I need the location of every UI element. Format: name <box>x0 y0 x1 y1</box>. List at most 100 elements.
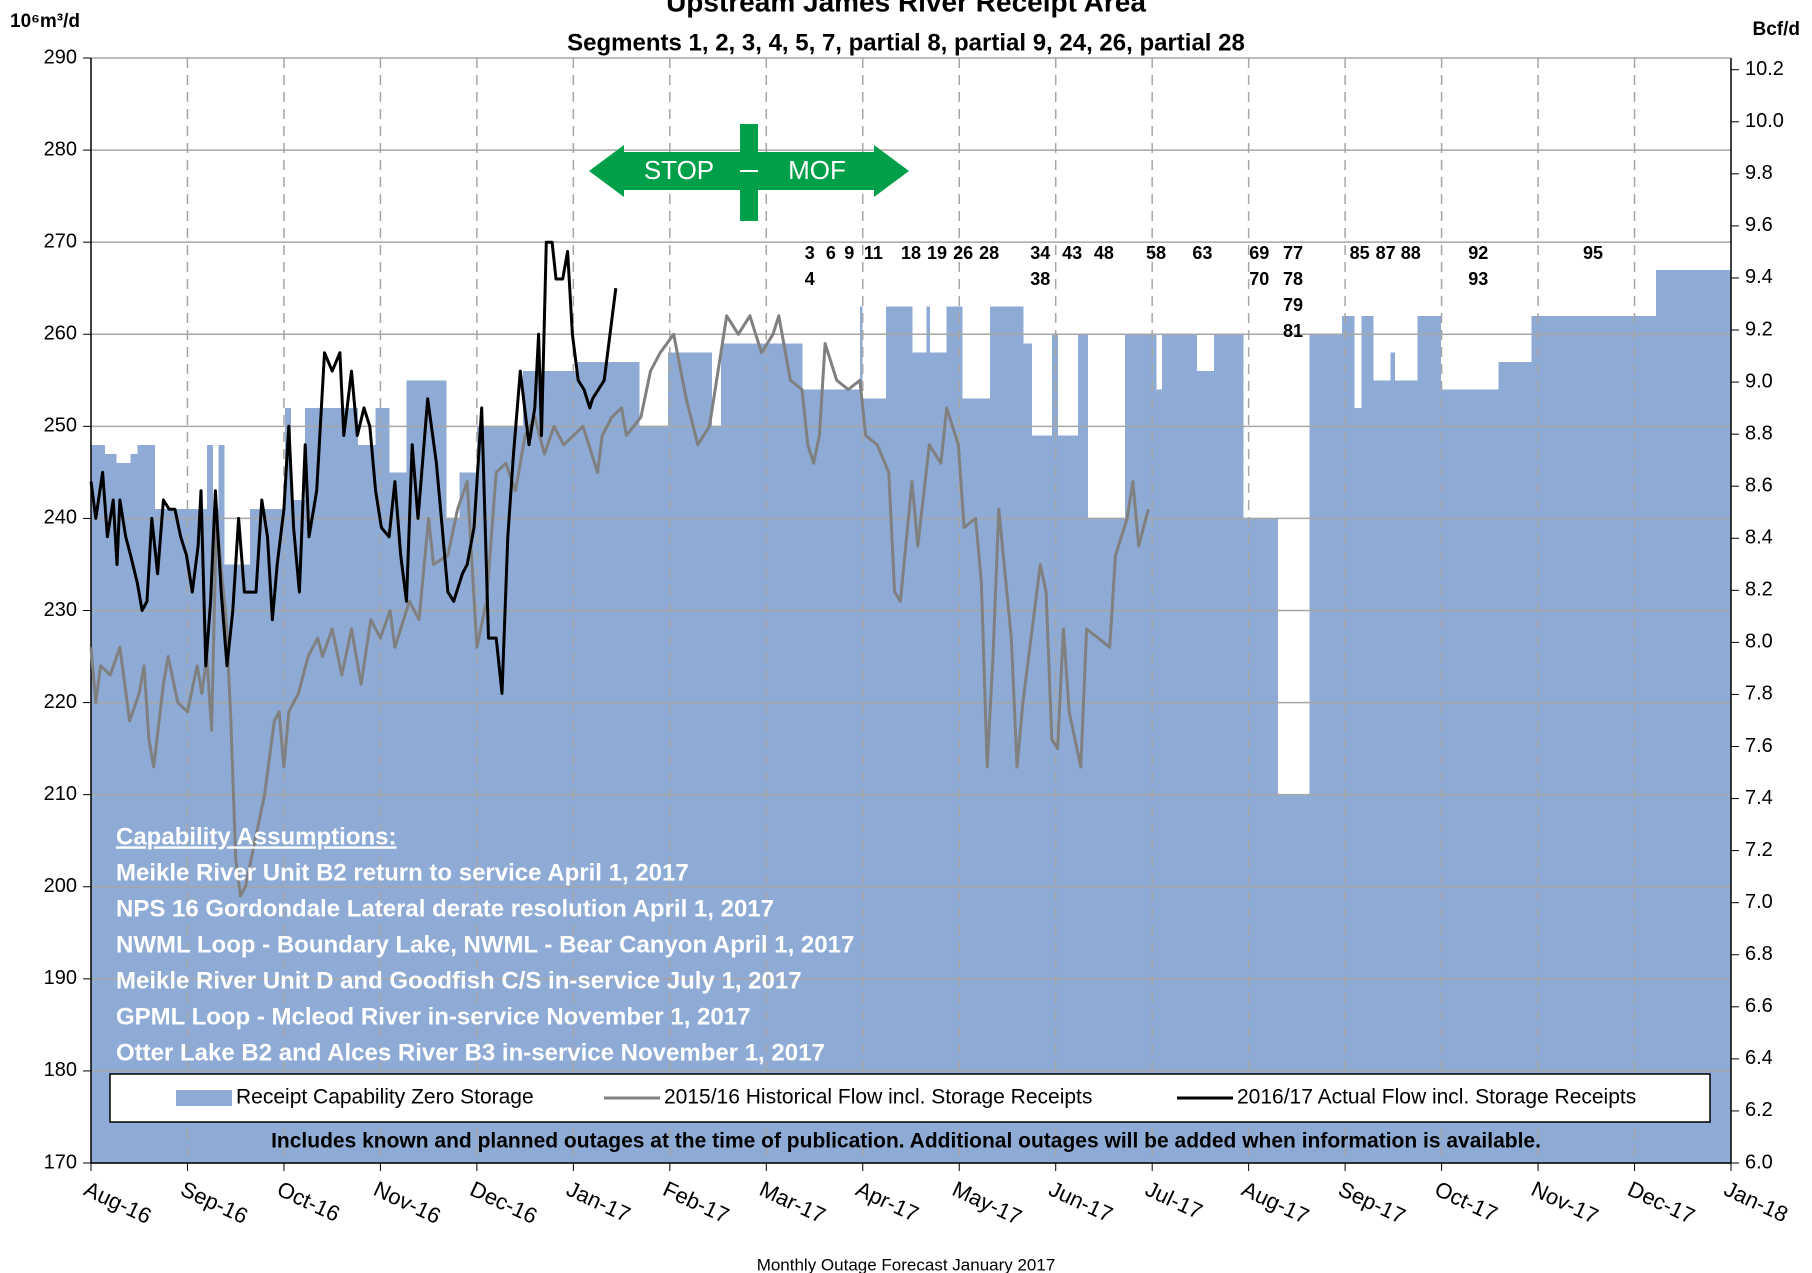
area-step <box>1361 315 1374 1163</box>
y-tick-label: 260 <box>44 323 77 345</box>
area-step <box>523 371 576 1163</box>
y2-tick-label: 10.2 <box>1745 58 1784 80</box>
y2-tick-label: 7.2 <box>1745 839 1773 861</box>
legend-label: Receipt Capability Zero Storage <box>236 1086 534 1109</box>
area-step <box>575 361 640 1163</box>
y2-tick-label: 8.6 <box>1745 474 1773 496</box>
y-tick-label: 280 <box>44 138 77 160</box>
y-tick-label: 250 <box>44 415 77 437</box>
area-step <box>1161 334 1198 1163</box>
area-step <box>1087 518 1126 1163</box>
area-step <box>375 407 390 1164</box>
y-tick-label: 200 <box>44 875 77 897</box>
outage-label: 70 <box>1249 269 1269 289</box>
outage-label: 92 <box>1468 243 1488 263</box>
outage-label: 4 <box>805 269 815 289</box>
area-step <box>1390 352 1395 1164</box>
area-step <box>218 444 225 1163</box>
area-step <box>1057 435 1079 1164</box>
footer: Monthly Outage Forecast January 2017 <box>757 1255 1056 1273</box>
y2-tick-label: 8.0 <box>1745 631 1773 653</box>
area-step <box>1031 435 1053 1164</box>
y2-tick-label: 9.2 <box>1745 318 1773 340</box>
y-tick-label: 240 <box>44 507 77 529</box>
legend-label: 2015/16 Historical Flow incl. Storage Re… <box>664 1086 1092 1109</box>
outage-label: 19 <box>927 243 947 263</box>
legend-label: 2016/17 Actual Flow incl. Storage Receip… <box>1237 1086 1636 1109</box>
y2-tick-label: 6.2 <box>1745 1099 1773 1121</box>
y-axis-label: 10⁶m³/d <box>10 11 80 32</box>
area-step <box>885 306 913 1163</box>
area-step <box>459 472 478 1163</box>
area-step <box>1353 407 1363 1164</box>
area-step <box>1531 315 1657 1163</box>
outage-label: 88 <box>1401 243 1421 263</box>
y-tick-label: 290 <box>44 46 77 68</box>
assumption-item: Meikle River Unit B2 return to service A… <box>116 859 689 886</box>
chart-subtitle: Segments 1, 2, 3, 4, 5, 7, partial 8, pa… <box>567 29 1245 56</box>
area-step <box>116 463 132 1164</box>
area-step <box>1394 380 1418 1164</box>
marker-right-label: MOF <box>788 155 846 185</box>
assumption-item: NWML Loop - Boundary Lake, NWML - Bear C… <box>116 931 854 958</box>
outage-label: 3 <box>805 243 815 263</box>
area-step <box>859 306 863 1163</box>
y-tick-label: 210 <box>44 783 77 805</box>
y2-tick-label: 8.8 <box>1745 422 1773 444</box>
y2-tick-label: 6.6 <box>1745 995 1773 1017</box>
y2-tick-label: 9.8 <box>1745 162 1773 184</box>
legend-box <box>109 1073 1711 1123</box>
area-step <box>1342 315 1355 1163</box>
area-step <box>1125 334 1157 1163</box>
marker-left-label: STOP <box>644 155 714 185</box>
y2-tick-label: 7.0 <box>1745 891 1773 913</box>
y-tick-label: 220 <box>44 691 77 713</box>
area-step <box>1373 380 1391 1164</box>
outage-label: 79 <box>1283 295 1303 315</box>
outage-label: 87 <box>1376 243 1396 263</box>
y2-tick-label: 7.6 <box>1745 735 1773 757</box>
outage-label: 48 <box>1094 243 1114 263</box>
y2-tick-label: 6.4 <box>1745 1047 1773 1069</box>
arrow-left <box>589 145 740 197</box>
area-step <box>1213 334 1244 1163</box>
assumption-item: GPML Loop - Mcleod River in-service Nove… <box>116 1003 750 1030</box>
assumption-item: Otter Lake B2 and Alces River B3 in-serv… <box>116 1039 825 1066</box>
outage-label: 18 <box>901 243 921 263</box>
area-step <box>1309 334 1343 1163</box>
area-step <box>446 518 461 1163</box>
outage-label: 26 <box>953 243 973 263</box>
outage-label: 43 <box>1062 243 1082 263</box>
area-step <box>926 306 930 1163</box>
outage-label: 63 <box>1192 243 1212 263</box>
chart-title: Upstream James River Receipt Area <box>666 0 1146 17</box>
area-step <box>861 398 887 1163</box>
outage-label: 77 <box>1283 243 1303 263</box>
area-step <box>154 509 208 1163</box>
area-step <box>1022 343 1033 1163</box>
area-step <box>305 407 358 1164</box>
y2-tick-label: 6.8 <box>1745 943 1773 965</box>
outage-label: 9 <box>844 243 854 263</box>
outage-label: 58 <box>1146 243 1166 263</box>
area-step <box>1051 334 1059 1163</box>
outage-label: 69 <box>1249 243 1269 263</box>
area-step <box>1440 389 1500 1163</box>
y2-tick-label: 6.0 <box>1745 1151 1773 1173</box>
area-step <box>104 453 117 1163</box>
area-step <box>91 444 106 1163</box>
y2-tick-label: 7.4 <box>1745 787 1773 809</box>
area-step <box>990 306 1024 1163</box>
area-step <box>962 398 991 1163</box>
area-step <box>1196 371 1215 1163</box>
outage-label: 11 <box>864 243 883 263</box>
y2-tick-label: 10.0 <box>1745 110 1784 132</box>
area-step <box>290 500 306 1163</box>
assumptions-heading: Capability Assumptions: <box>116 823 396 850</box>
series-line <box>89 240 618 695</box>
area-step <box>206 444 214 1163</box>
footnote: Includes known and planned outages at th… <box>271 1130 1541 1153</box>
legend-swatch <box>176 1090 232 1106</box>
outage-label: 34 <box>1030 243 1050 263</box>
area-step <box>720 343 803 1163</box>
